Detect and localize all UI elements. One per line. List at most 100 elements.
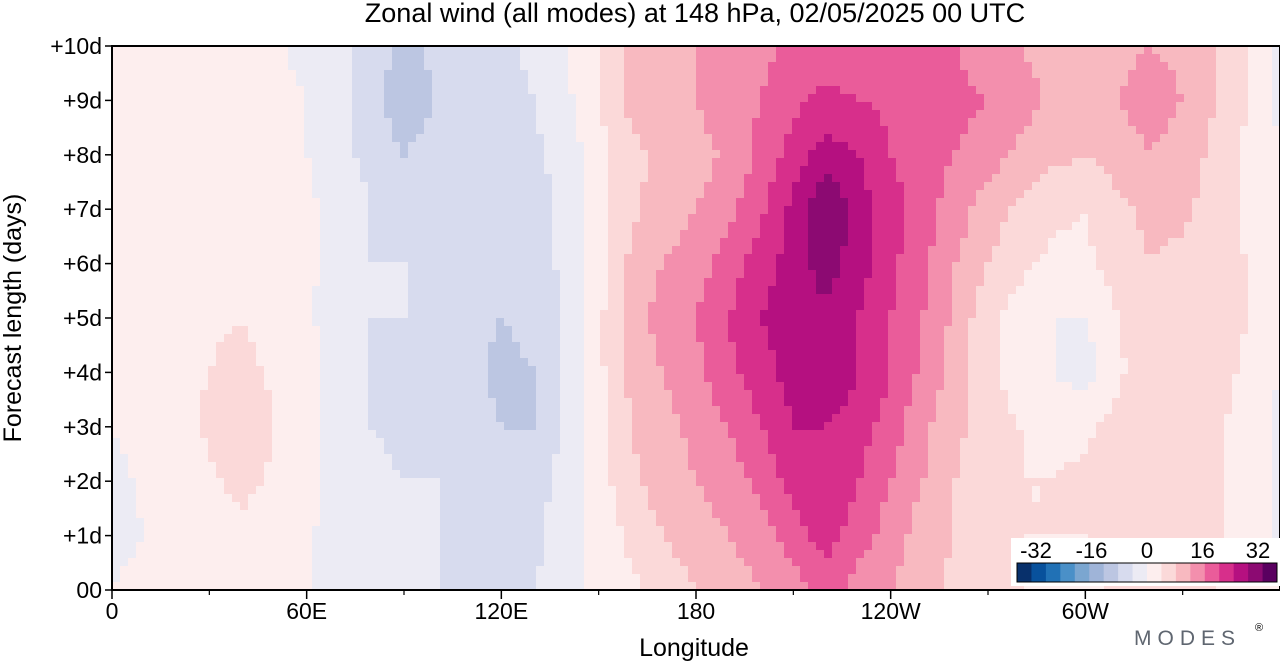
heatmap-cell [256, 78, 265, 87]
heatmap-cell [136, 222, 145, 231]
heatmap-cell [544, 238, 553, 247]
heatmap-cell [632, 182, 641, 191]
heatmap-cell [848, 294, 857, 303]
heatmap-cell [864, 126, 873, 135]
heatmap-cell [1032, 230, 1041, 239]
heatmap-cell [760, 102, 769, 111]
heatmap-cell [944, 134, 953, 143]
heatmap-cell [568, 246, 577, 255]
heatmap-cell [456, 182, 465, 191]
heatmap-cell [376, 110, 385, 119]
heatmap-cell [1024, 302, 1033, 311]
heatmap-cell [536, 102, 545, 111]
heatmap-cell [304, 270, 313, 279]
heatmap-cell [480, 150, 489, 159]
heatmap-cell [432, 230, 441, 239]
heatmap-cell [312, 254, 321, 263]
heatmap-cell [976, 54, 985, 63]
heatmap-cell [272, 158, 281, 167]
heatmap-cell [200, 310, 209, 319]
heatmap-cell [328, 142, 337, 151]
heatmap-cell [200, 94, 209, 103]
heatmap-cell [448, 126, 457, 135]
heatmap-cell [352, 238, 361, 247]
heatmap-cell [472, 62, 481, 71]
heatmap-cell [408, 118, 417, 127]
heatmap-cell [176, 182, 185, 191]
heatmap-cell [632, 262, 641, 271]
heatmap-cell [456, 246, 465, 255]
heatmap-cell [1264, 70, 1273, 79]
heatmap-cell [624, 230, 633, 239]
heatmap-cell [160, 134, 169, 143]
heatmap-cell [848, 134, 857, 143]
heatmap-cell [600, 278, 609, 287]
heatmap-cell [504, 190, 513, 199]
heatmap-cell [648, 278, 657, 287]
heatmap-cell [720, 270, 729, 279]
heatmap-cell [712, 254, 721, 263]
heatmap-cell [248, 278, 257, 287]
heatmap-cell [840, 62, 849, 71]
heatmap-cell [928, 174, 937, 183]
heatmap-cell [360, 142, 369, 151]
heatmap-cell [840, 46, 849, 55]
heatmap-cell [1128, 198, 1137, 207]
heatmap-cell [952, 174, 961, 183]
heatmap-cell [112, 198, 121, 207]
heatmap-cell [328, 286, 337, 295]
heatmap-cell [384, 62, 393, 71]
heatmap-cell [440, 190, 449, 199]
heatmap-cell [1072, 214, 1081, 223]
heatmap-cell [968, 278, 977, 287]
heatmap-cell [912, 118, 921, 127]
heatmap-cell [480, 158, 489, 167]
heatmap-cell [1152, 118, 1161, 127]
heatmap-cell [760, 214, 769, 223]
heatmap-cell [896, 142, 905, 151]
heatmap-cell [1144, 222, 1153, 231]
heatmap-cell [240, 262, 249, 271]
heatmap-cell [360, 310, 369, 319]
heatmap-cell [1112, 166, 1121, 175]
heatmap-cell [592, 246, 601, 255]
heatmap-cell [1048, 190, 1057, 199]
heatmap-cell [320, 198, 329, 207]
heatmap-cell [456, 126, 465, 135]
heatmap-cell [736, 94, 745, 103]
heatmap-cell [976, 166, 985, 175]
heatmap-cell [1232, 206, 1241, 215]
heatmap-cell [544, 270, 553, 279]
heatmap-cell [176, 294, 185, 303]
heatmap-cell [560, 198, 569, 207]
heatmap-cell [616, 302, 625, 311]
heatmap-cell [776, 182, 785, 191]
heatmap-cell [400, 86, 409, 95]
heatmap-cell [992, 62, 1001, 71]
heatmap-cell [896, 254, 905, 263]
heatmap-cell [1000, 142, 1009, 151]
heatmap-cell [720, 46, 729, 55]
heatmap-cell [704, 182, 713, 191]
heatmap-cell [240, 230, 249, 239]
heatmap-cell [1016, 230, 1025, 239]
heatmap-cell [112, 174, 121, 183]
heatmap-cell [232, 150, 241, 159]
heatmap-cell [472, 70, 481, 79]
heatmap-cell [872, 278, 881, 287]
heatmap-cell [432, 70, 441, 79]
heatmap-cell [408, 94, 417, 103]
heatmap-cell [752, 166, 761, 175]
heatmap-cell [1032, 198, 1041, 207]
heatmap-cell [984, 94, 993, 103]
heatmap-cell [600, 102, 609, 111]
heatmap-cell [664, 166, 673, 175]
heatmap-cell [928, 102, 937, 111]
heatmap-cell [304, 102, 313, 111]
heatmap-cell [224, 78, 233, 87]
heatmap-cell [792, 310, 801, 319]
heatmap-cell [1160, 230, 1169, 239]
heatmap-cell [760, 110, 769, 119]
heatmap-cell [904, 278, 913, 287]
heatmap-cell [400, 118, 409, 127]
